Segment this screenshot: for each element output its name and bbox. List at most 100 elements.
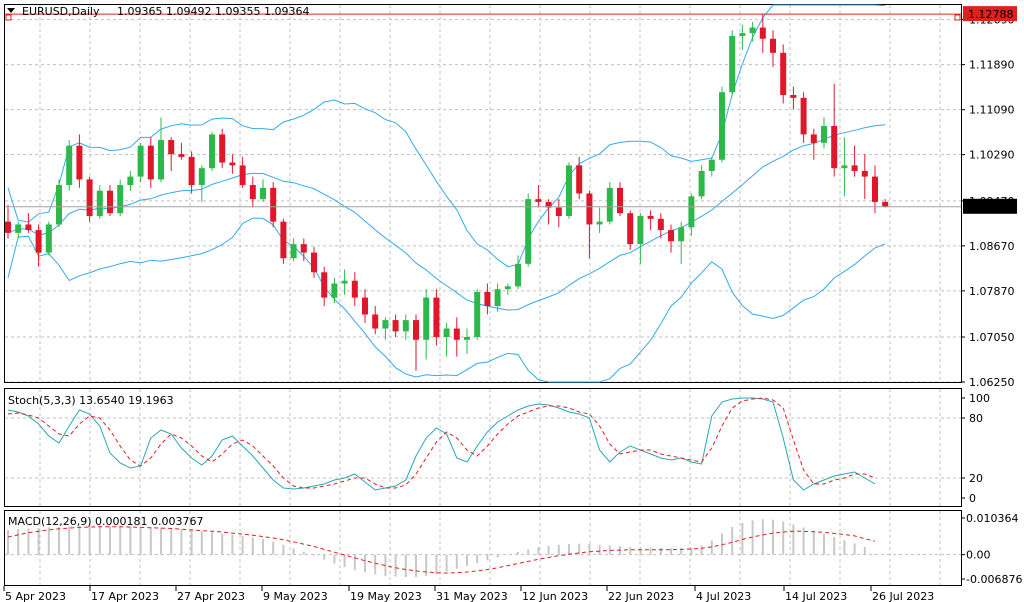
candle-body [719,92,725,160]
price-grid [5,5,961,383]
macd-signal-line [7,526,876,574]
date-axis-label: 17 Apr 2023 [91,590,159,602]
hline-price-tag-text: 1.12788 [968,8,1014,21]
candle-body [841,165,848,169]
candle-body [178,154,185,157]
candle-body [331,283,338,298]
candle-body [147,145,154,180]
date-axis-label: 26 Jul 2023 [872,590,934,602]
stoch-axis: 100 80 20 0 [961,392,990,505]
date-axis-label: 5 Apr 2023 [5,590,66,602]
candle-body [484,291,491,307]
candle-body [280,221,287,259]
candle-body [362,297,368,315]
hline-right-handle[interactable] [954,14,961,21]
candle-body [668,230,674,242]
candle-body [300,244,307,253]
candle-body [688,196,695,228]
candle-body [413,320,419,340]
band-upper [7,4,886,268]
candle-body [576,165,583,194]
date-axis: 5 Apr 2023 17 Apr 2023 27 Apr 2023 9 May 20… [3,586,934,602]
date-axis-label: 31 May 2023 [436,590,508,602]
candle-body [739,33,746,36]
candle-body [270,187,277,222]
dropdown-triangle-icon[interactable] [7,8,15,13]
candle-body [219,134,226,163]
candle-body [229,162,236,166]
candle-body [494,289,501,307]
candle-body [423,297,430,340]
macd-axis: 0.010364 0.00 -0.006876 [961,512,1022,586]
candle-body [627,213,634,245]
date-axis-label: 4 Jul 2023 [696,590,751,602]
candle-body [433,297,440,337]
candle-body [545,201,552,208]
candle-body [586,193,593,225]
candle-body [800,97,807,135]
candlesticks[interactable] [5,13,889,371]
candle-body [464,336,470,340]
macd-label: MACD(12,26,9) 0.000181 0.003767 [8,515,204,528]
candle-body [107,190,113,214]
candle-body [637,216,644,245]
candle-body [5,221,11,233]
date-axis-label: 27 Apr 2023 [177,590,245,602]
hline-left-handle[interactable] [5,14,12,21]
price-axis-label: 1.07870 [969,285,1015,298]
macd-panel-frame [4,510,962,586]
candle-body [749,27,756,34]
candle-body [698,170,705,197]
band-middle [7,124,886,311]
band-lower [7,217,886,383]
candle-body [76,145,83,180]
candle-body [45,224,52,253]
stoch-label: Stoch(5,3,3) 13.6540 19.1963 [8,394,174,407]
candle-body [525,199,532,264]
stoch-panel-frame [4,388,962,507]
candle-body [515,263,521,287]
symbol-label: EURUSD,Daily [22,5,100,18]
candle-body [86,179,93,217]
hline-price-tag [963,6,1017,22]
candle-body [453,328,460,340]
macd-axis-label: 0.00 [966,549,991,562]
candle-body [810,134,817,143]
stoch-signal-line [7,397,876,489]
candle-body [249,185,256,200]
candle-body [566,165,572,217]
bollinger-bands [7,4,886,383]
candle-body [209,134,215,169]
current-price-tag [963,198,1017,214]
date-axis-label: 19 May 2023 [350,590,422,602]
candle-body [188,156,195,186]
stoch-main-line [7,397,876,491]
candle-body [158,140,164,180]
candle-body [198,168,205,186]
ohlc-values: 1.09365 1.09492 1.09355 1.09364 [117,5,309,18]
candle-body [504,286,511,290]
price-panel-frame [4,4,962,383]
candle-body [239,165,246,186]
candle-body [168,140,175,155]
candle-body [617,187,623,214]
date-axis-label: 9 May 2023 [263,590,328,602]
candle-body [882,201,889,208]
candle-body [872,176,878,202]
macd-series [7,519,876,577]
candle-body [535,199,542,202]
candle-body [402,320,409,332]
candle-body [647,216,654,219]
candle-body [321,272,328,298]
candle-body [596,221,603,225]
candle-body [290,244,297,259]
candle-body [260,187,266,200]
date-axis-label: 22 Jun 2023 [608,590,674,602]
stoch-lines [7,397,876,491]
price-axis-label: 1.06250 [969,376,1015,389]
stoch-axis-label: 0 [969,492,976,505]
candle-body [117,185,124,214]
candle-body [555,207,562,217]
